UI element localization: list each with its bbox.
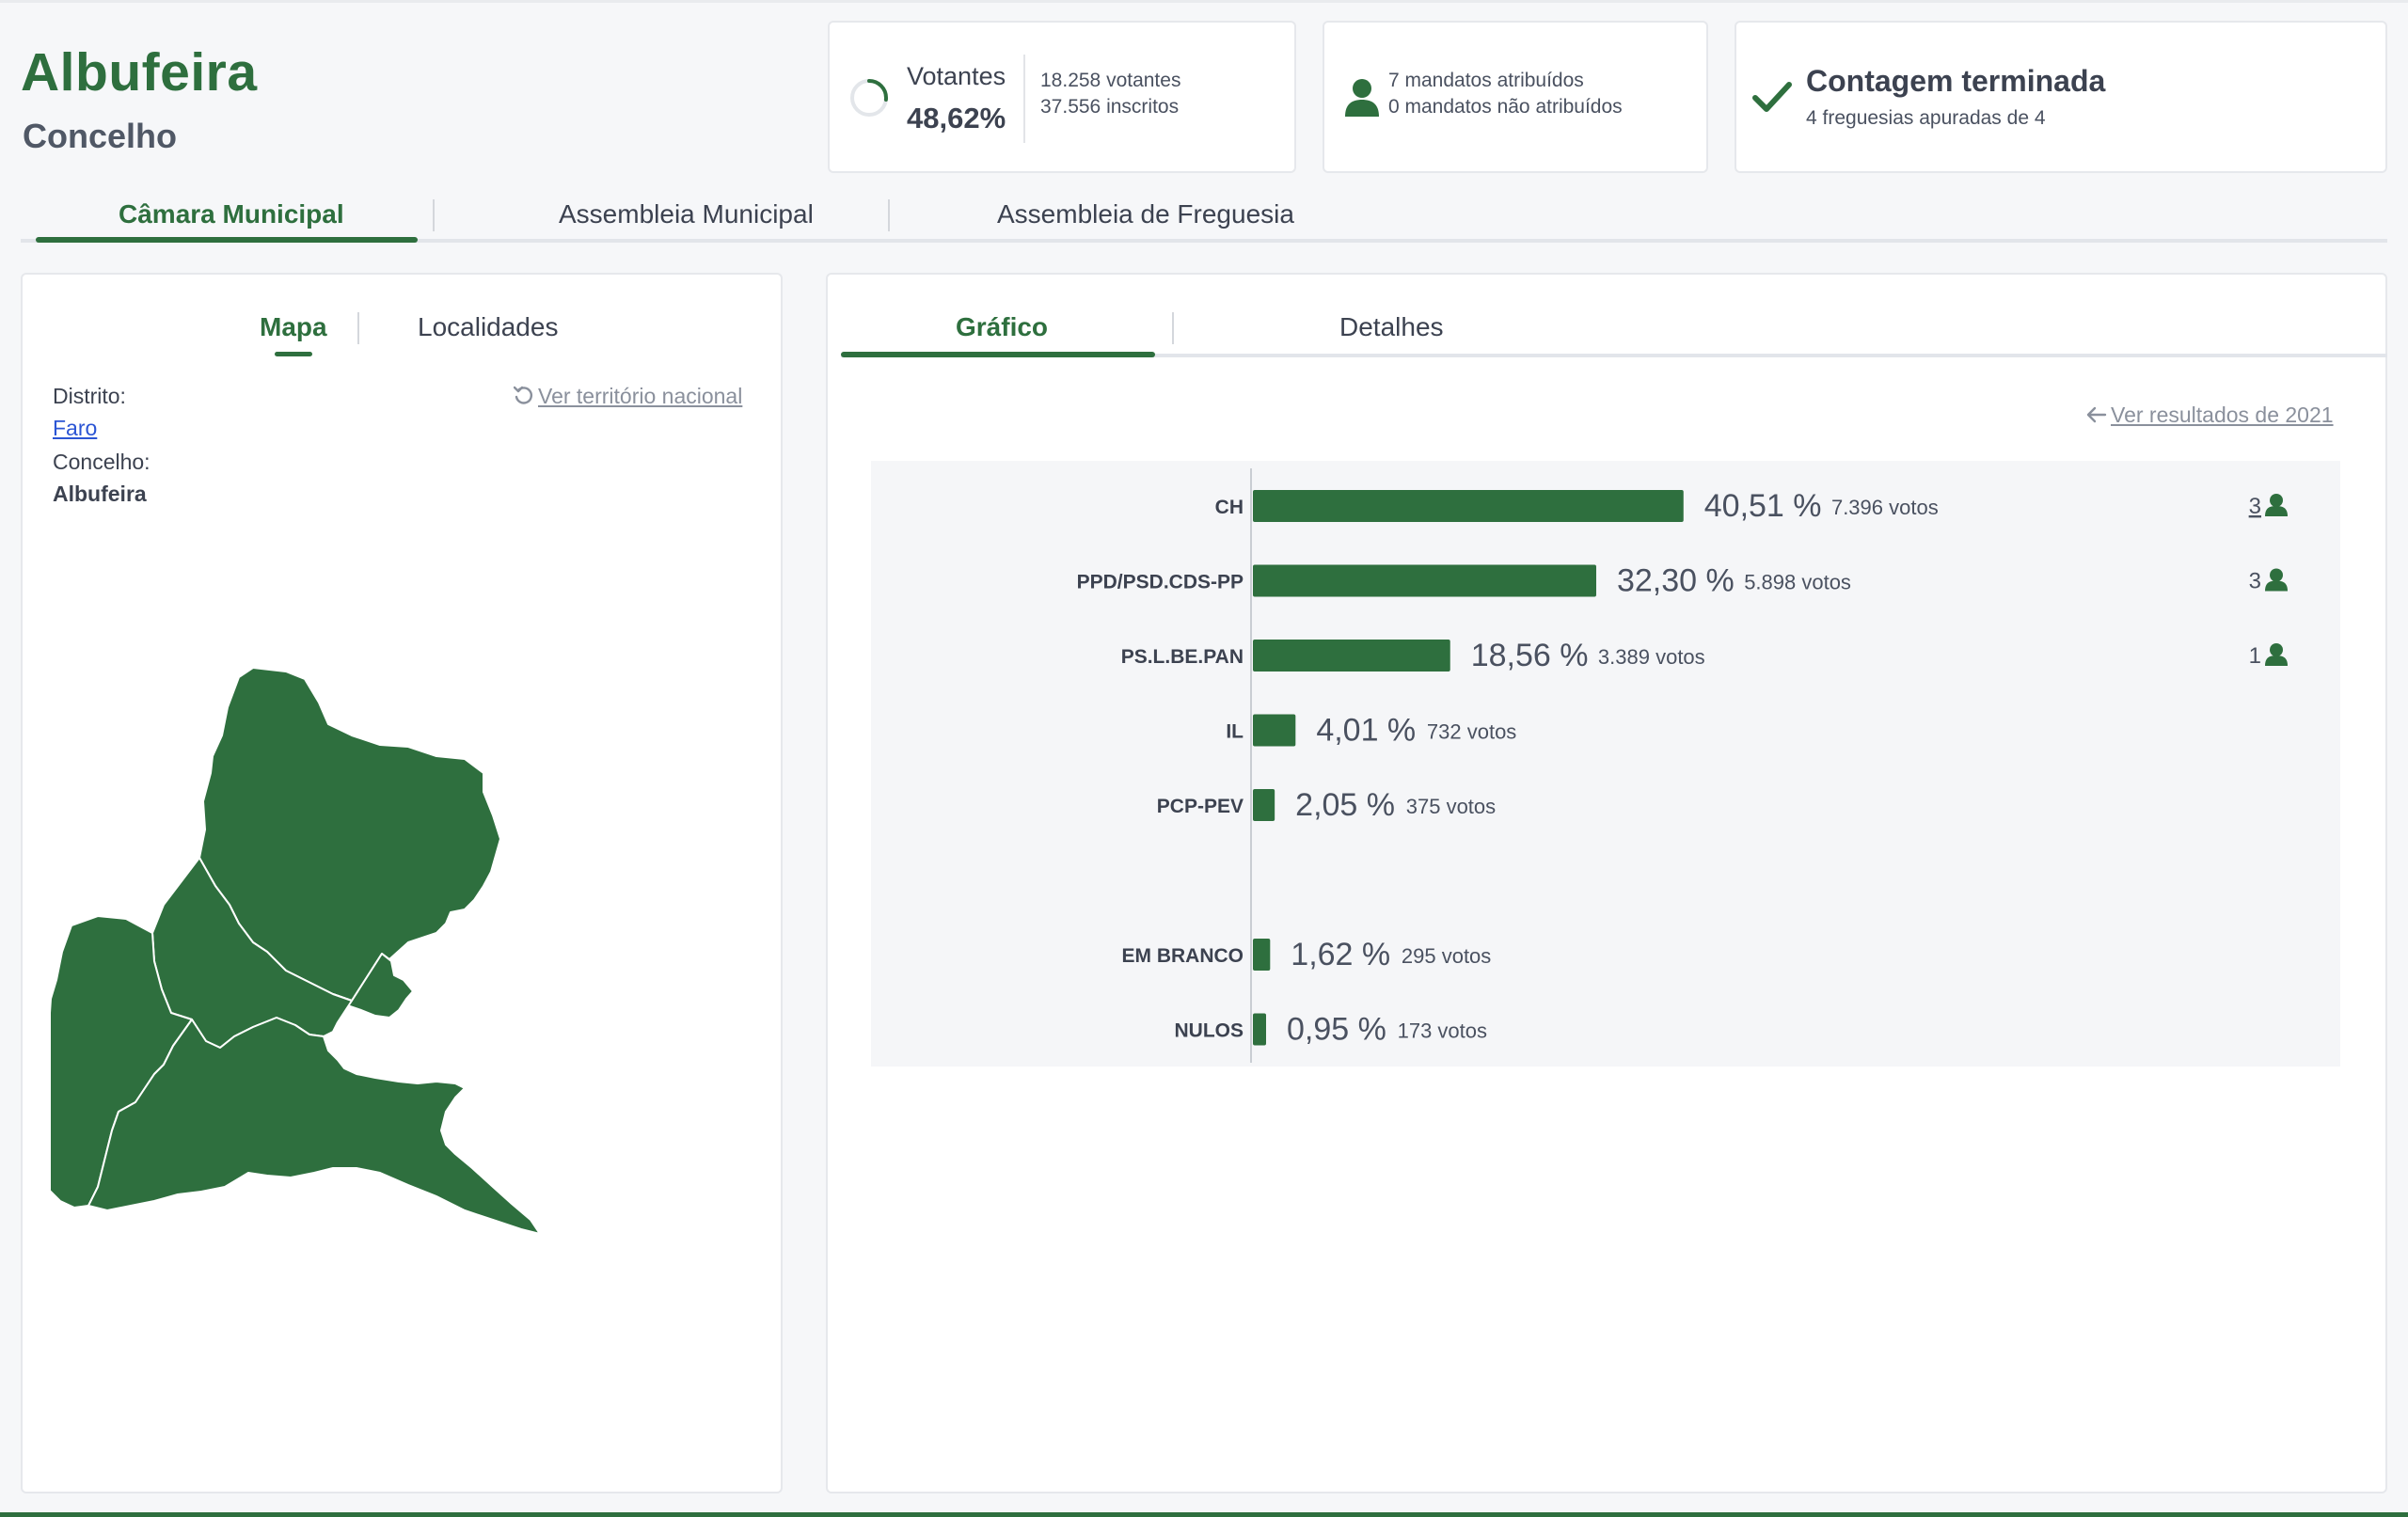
bar-percentage: 0,95 %	[1287, 1012, 1386, 1048]
bar-percentage: 32,30 %	[1617, 563, 1735, 599]
mandates-count: 1	[2249, 643, 2261, 669]
bar-percentage: 4,01 %	[1316, 713, 1416, 749]
progress-ring-icon	[850, 79, 888, 117]
mandates-count[interactable]: 3	[2249, 494, 2261, 519]
tabs-baseline	[21, 239, 2387, 243]
votantes-count: 18.258 votantes	[1040, 70, 1181, 91]
tab-separator	[1172, 312, 1174, 344]
mandates-count: 3	[2249, 569, 2261, 594]
map-region-east[interactable]	[332, 953, 414, 1019]
concelho-value: Albufeira	[53, 482, 147, 506]
distrito-link[interactable]: Faro	[53, 416, 98, 440]
ver-resultados-link[interactable]: Ver resultados de 2021	[2086, 403, 2334, 428]
bar-label: EM BRANCO	[1122, 945, 1244, 967]
bar[interactable]	[1253, 564, 1596, 597]
contagem-subtitle: 4 freguesias apuradas de 4	[1806, 107, 2046, 129]
bar-percentage: 1,62 %	[1291, 937, 1390, 972]
bar-label: NULOS	[1175, 1020, 1244, 1042]
tab-grafico[interactable]: Gráfico	[956, 312, 1049, 341]
bar-votes: 3.389 votos	[1598, 645, 1705, 669]
person-icon	[1345, 79, 1379, 117]
arrow-left-icon	[2086, 406, 2107, 423]
tab-assembleia-municipal[interactable]: Assembleia Municipal	[559, 199, 814, 229]
person-icon	[2270, 643, 2283, 656]
tab-separator	[357, 312, 359, 344]
bar-label: PCP-PEV	[1157, 796, 1244, 817]
votantes-card: Votantes 48,62% 18.258 votantes 37.556 i…	[828, 21, 1296, 173]
bar-votes: 173 votos	[1398, 1019, 1487, 1043]
ver-territorio-link[interactable]: Ver território nacional	[514, 384, 742, 409]
distrito-label: Distrito:	[53, 384, 126, 408]
ver-resultados-label: Ver resultados de 2021	[2111, 403, 2334, 427]
tabs-baseline	[841, 354, 2387, 357]
bar-votes: 295 votos	[1402, 944, 1491, 968]
tab-camara-municipal[interactable]: Câmara Municipal	[119, 199, 344, 229]
mandatos-card: 7 mandatos atribuídos 0 mandatos não atr…	[1323, 21, 1708, 173]
undo-icon	[514, 386, 532, 404]
mandatos-atribuidos: 7 mandatos atribuídos	[1388, 70, 1584, 91]
check-icon	[1752, 82, 1792, 112]
bar[interactable]	[1253, 789, 1275, 821]
tab-assembleia-freguesia[interactable]: Assembleia de Freguesia	[997, 199, 1294, 229]
bar-votes: 7.396 votos	[1831, 496, 1939, 519]
bottom-rule	[0, 1512, 2408, 1517]
concelho-label: Concelho:	[53, 450, 150, 474]
bar[interactable]	[1253, 490, 1684, 522]
bar-percentage: 40,51 %	[1704, 488, 1822, 524]
person-icon	[2265, 506, 2288, 516]
results-panel: Gráfico Detalhes Ver resultados de 2021 …	[826, 273, 2387, 1493]
bar[interactable]	[1253, 640, 1450, 672]
results-chart: CH 40,51 % 7.396 votos 3 PPD/PSD.CDS-PP 32,30…	[871, 461, 2340, 1067]
bar-votes: 5.898 votos	[1744, 571, 1851, 594]
page-subtitle: Concelho	[23, 117, 178, 155]
bar-label: PPD/PSD.CDS-PP	[1077, 572, 1244, 593]
contagem-card: Contagem terminada 4 freguesias apuradas…	[1735, 21, 2387, 173]
bar[interactable]	[1253, 939, 1271, 971]
page-title: Albufeira	[21, 42, 258, 103]
bar-label: CH	[1215, 497, 1244, 518]
bar[interactable]	[1253, 1013, 1266, 1046]
votantes-percentage: 48,62%	[907, 102, 1006, 134]
bar-votes: 375 votos	[1406, 795, 1496, 818]
tab-detalhes[interactable]: Detalhes	[1339, 312, 1444, 341]
ver-territorio-label: Ver território nacional	[538, 384, 743, 408]
top-rule	[0, 0, 2408, 3]
bar-percentage: 2,05 %	[1295, 787, 1395, 823]
tab-localidades[interactable]: Localidades	[418, 312, 559, 341]
active-tab-indicator	[36, 237, 418, 243]
person-icon	[2270, 568, 2283, 582]
concelho-map[interactable]	[51, 660, 784, 1300]
main-tabs: Câmara Municipal Assembleia Municipal As…	[21, 192, 2387, 245]
mandatos-nao-atribuidos: 0 mandatos não atribuídos	[1388, 96, 1623, 118]
active-tab-indicator	[275, 352, 312, 356]
person-icon	[2270, 494, 2283, 507]
active-tab-indicator	[841, 352, 1155, 357]
inscritos-count: 37.556 inscritos	[1040, 96, 1180, 118]
bar-label: IL	[1226, 721, 1244, 743]
map-panel: Mapa Localidades Distrito: Faro Concelho…	[21, 273, 783, 1493]
results-chart-svg: CH 40,51 % 7.396 votos 3 PPD/PSD.CDS-PP 32,30…	[1077, 468, 2288, 1063]
bar-votes: 732 votos	[1427, 720, 1516, 744]
votantes-label: Votantes	[907, 62, 1006, 90]
contagem-title: Contagem terminada	[1806, 64, 2106, 98]
bar-label: PS.L.BE.PAN	[1121, 646, 1244, 668]
tab-mapa[interactable]: Mapa	[260, 312, 327, 341]
bar-percentage: 18,56 %	[1471, 638, 1589, 673]
bar[interactable]	[1253, 714, 1296, 747]
person-icon	[2265, 580, 2288, 592]
tab-separator	[433, 199, 435, 231]
person-icon	[2265, 656, 2288, 666]
divider	[1023, 55, 1025, 143]
tab-separator	[888, 199, 890, 231]
map-region-south[interactable]	[87, 1017, 541, 1235]
